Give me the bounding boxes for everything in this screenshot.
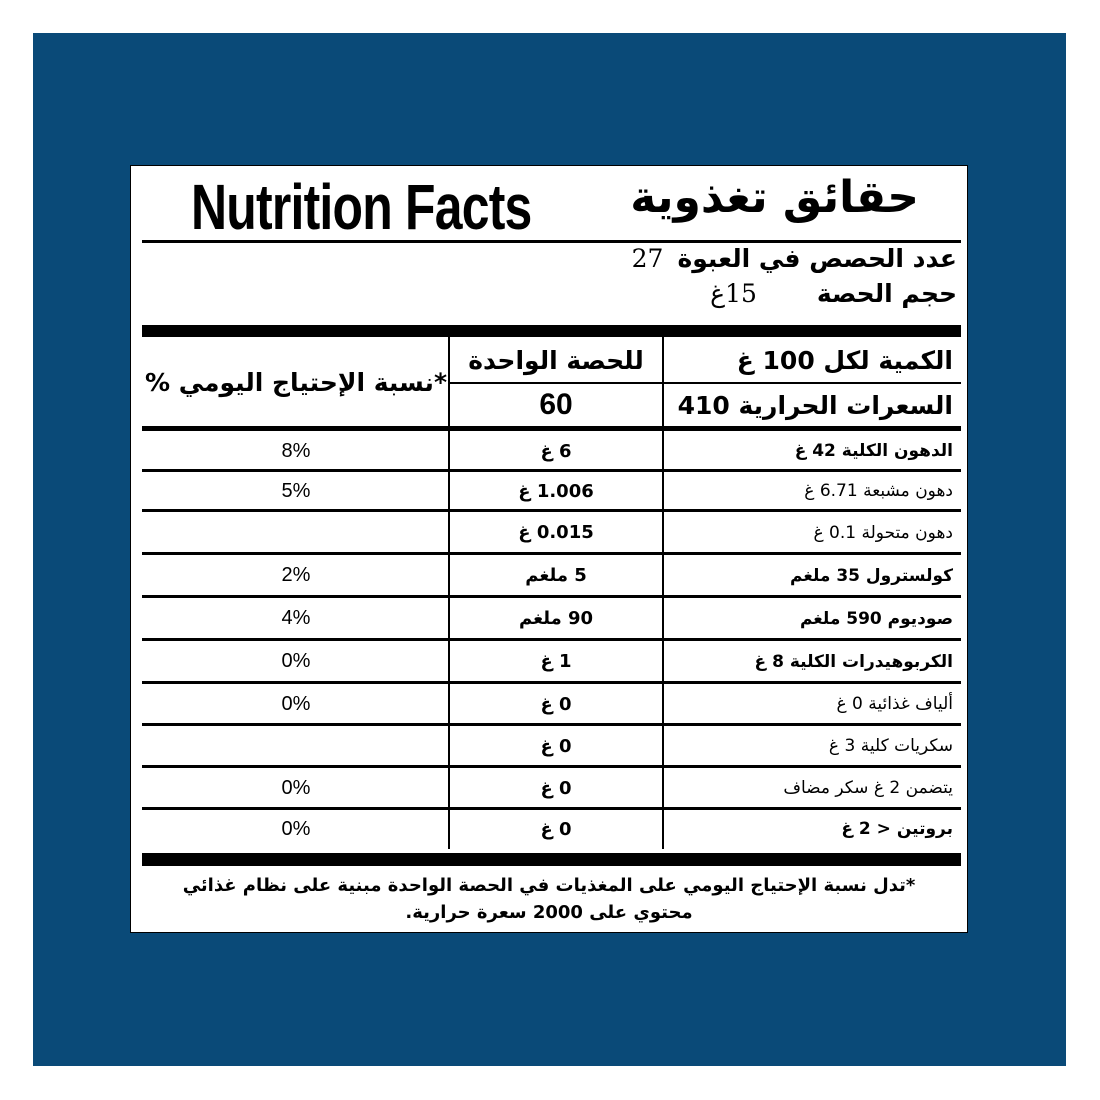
nutrient-label: سكريات كلية 3 غ: [828, 736, 953, 756]
footnote-line-2: محتوي على 2000 سعرة حرارية.: [405, 902, 693, 923]
nutrient-daily-value: [143, 511, 449, 554]
nutrient-daily-value: 0%: [281, 650, 311, 672]
calories-label: السعرات الحرارية 410: [677, 390, 953, 420]
nutrient-daily-value: 0%: [281, 692, 311, 715]
column-divider: [662, 337, 664, 849]
nutrient-label: ألياف غذائية 0 غ: [836, 694, 953, 714]
nutrition-label: Nutrition Facts حقائق تغذوية عدد الحصص ف…: [130, 165, 968, 933]
servings-per-container: عدد الحصص في العبوة 27: [632, 244, 957, 273]
calories-per-serving: 60: [539, 388, 573, 421]
nutrient-label: الكربوهيدرات الكلية 8 غ: [754, 651, 953, 672]
row-divider: [142, 509, 961, 512]
nutrient-per-serving: 90 ملغم: [518, 608, 594, 629]
thick-divider: [142, 853, 961, 866]
serving-size: حجم الحصة 15غ: [710, 279, 957, 308]
divider: [142, 240, 961, 243]
row-divider: [142, 595, 961, 598]
nutrient-label: دهون مشبعة 6.71 غ: [804, 481, 953, 501]
nutrient-per-serving: 5 ملغم: [525, 565, 587, 586]
nutrient-label: بروتين < 2 غ: [841, 819, 953, 839]
row-divider: [142, 469, 961, 472]
row-divider: [142, 723, 961, 726]
nutrient-daily-value: 5%: [281, 479, 311, 502]
per-100g-header: الكمية لكل 100 غ: [736, 345, 953, 375]
nutrient-daily-value: 4%: [281, 607, 311, 629]
nutrient-daily-value: 8%: [281, 439, 311, 462]
title-arabic: حقائق تغذوية: [630, 172, 919, 223]
nutrient-label: دهون متحولة 0.1 غ: [813, 522, 953, 543]
thick-divider: [142, 325, 961, 337]
title-english: Nutrition Facts: [191, 171, 532, 243]
serving-size-label: حجم الحصة: [816, 279, 957, 308]
column-divider: [448, 337, 450, 849]
daily-value-header: *نسبة الإحتياج اليومي %: [144, 367, 448, 397]
row-divider: [142, 765, 961, 768]
nutrient-per-serving: 6 غ: [540, 440, 572, 462]
nutrient-per-serving: 1.006 غ: [518, 480, 594, 502]
row-divider: [142, 681, 961, 684]
nutrient-per-serving: 0 غ: [540, 693, 572, 715]
nutrient-per-serving: 0.015 غ: [518, 522, 594, 543]
row-divider: [142, 638, 961, 641]
footnote-line-1: *تدل نسبة الإحتياج اليومي على المغذيات ف…: [182, 875, 916, 896]
nutrient-per-serving: 1 غ: [540, 651, 572, 672]
nutrient-daily-value: [143, 725, 449, 767]
nutrient-per-serving: 0 غ: [540, 735, 572, 757]
nutrient-daily-value: 0%: [281, 817, 311, 840]
servings-value: 27: [631, 244, 664, 273]
nutrient-label: الدهون الكلية 42 غ: [794, 441, 953, 461]
nutrient-daily-value: 0%: [281, 776, 311, 799]
per-serving-header: للحصة الواحدة: [468, 345, 644, 375]
serving-size-value: 15غ: [710, 279, 757, 308]
row-divider: [142, 552, 961, 555]
nutrient-daily-value: 2%: [281, 564, 311, 586]
nutrient-per-serving: 0 غ: [540, 818, 572, 840]
divider: [449, 382, 961, 384]
nutrient-label: يتضمن 2 غ سكر مضاف: [783, 778, 953, 798]
thick-divider: [142, 426, 961, 431]
nutrient-label: كولسترول 35 ملغم: [790, 565, 953, 586]
servings-label: عدد الحصص في العبوة: [677, 244, 957, 273]
nutrient-label: صوديوم 590 ملغم: [799, 608, 953, 629]
row-divider: [142, 807, 961, 810]
nutrient-per-serving: 0 غ: [540, 777, 572, 799]
